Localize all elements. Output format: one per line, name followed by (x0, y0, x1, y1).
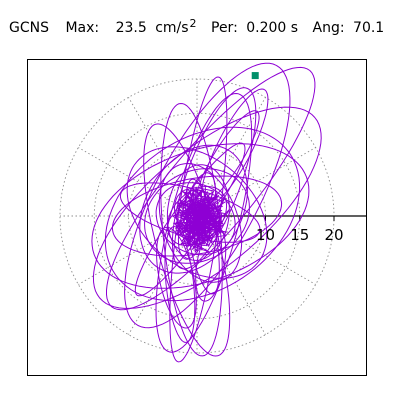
grid-spoke-120 (128, 97, 198, 217)
station-code: GCNS (9, 20, 49, 36)
grid-spoke-30 (196, 147, 316, 217)
orbit-loop-15 (144, 168, 250, 264)
orbit-extra-loop-4 (156, 226, 197, 329)
orbit-loop-9 (171, 87, 257, 270)
per-value: 0.200 s (246, 20, 299, 36)
header-bar: GCNS Max: 23.5 cm/s2 Per: 0.200 s Ang: 7… (9, 17, 385, 38)
orbit-loop-22 (119, 182, 261, 243)
x-tick-label-15: 15 (290, 226, 309, 244)
orbit-loop-13 (139, 144, 248, 274)
orbit-loop-6 (91, 143, 310, 289)
grid-spoke-300 (196, 215, 266, 335)
orbit-extra-loop-3 (164, 226, 196, 343)
orbit-loop-10 (169, 76, 228, 363)
x-tick-label-20: 20 (324, 226, 343, 244)
plot-frame (27, 59, 367, 376)
max-value: 23.5 (115, 20, 147, 36)
orbit-loop-1 (106, 66, 316, 311)
orbit-loop-11 (126, 146, 268, 279)
end-marker-group (251, 72, 259, 80)
orbit-trace (91, 62, 322, 363)
orbit-loop-8 (104, 126, 301, 302)
orbit-loop-17 (155, 182, 236, 256)
grid-spoke-60 (196, 97, 266, 217)
ang-value: 70.1 (353, 20, 385, 36)
max-label: Max: (65, 20, 100, 36)
orbit-loop-7 (143, 123, 231, 357)
orbit-loop-4 (160, 103, 223, 357)
x-tick-label-10: 10 (256, 226, 275, 244)
grid-spoke-150 (78, 147, 198, 217)
orbit-loop-14 (158, 162, 243, 283)
end-point-marker (251, 72, 259, 80)
max-unit: cm/s (155, 20, 189, 36)
orbit-core-scribble (172, 186, 230, 253)
grid-spoke-240 (128, 215, 198, 335)
ang-label: Ang: (312, 20, 345, 36)
tick-labels: 10 15 20 (256, 226, 344, 244)
grid-spoke-210 (78, 215, 198, 285)
grid-spoke-330 (196, 215, 316, 285)
max-unit-exponent: 2 (189, 17, 197, 30)
orbit-loop-2 (124, 62, 291, 329)
per-label: Per: (211, 20, 238, 36)
